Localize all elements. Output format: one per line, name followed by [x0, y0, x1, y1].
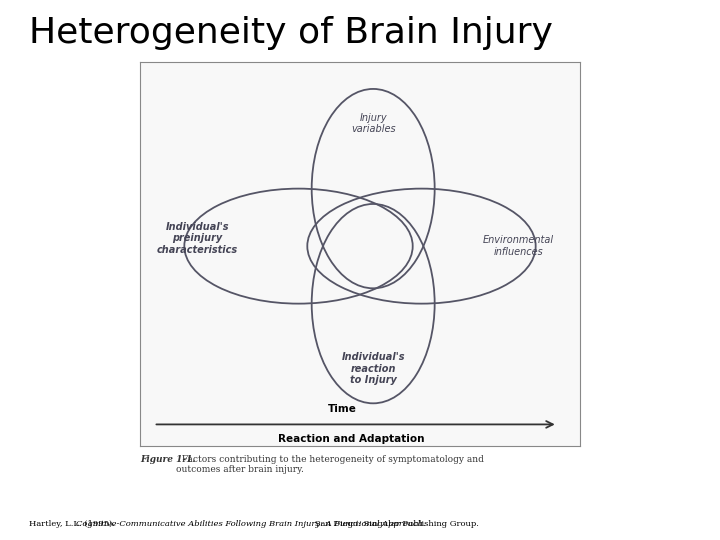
FancyArrowPatch shape — [156, 421, 553, 428]
Text: Environmental
influences: Environmental influences — [482, 235, 554, 257]
Text: Reaction and Adaptation: Reaction and Adaptation — [278, 434, 425, 443]
Text: Figure 1-1.: Figure 1-1. — [140, 455, 196, 464]
Text: Individual's
preinjury
characteristics: Individual's preinjury characteristics — [157, 222, 238, 255]
Text: Cognitive-Communicative Abilities Following Brain Injury: A Functional Approach.: Cognitive-Communicative Abilities Follow… — [76, 520, 426, 528]
Text: Individual's
reaction
to Injury: Individual's reaction to Injury — [341, 352, 405, 386]
Text: San Diego: Singular Publishing Group.: San Diego: Singular Publishing Group. — [312, 520, 479, 528]
Text: Factors contributing to the heterogeneity of symptomatology and
outcomes after b: Factors contributing to the heterogeneit… — [176, 455, 485, 474]
Text: Hartley, L.L. (1995).: Hartley, L.L. (1995). — [29, 520, 117, 528]
Text: Time: Time — [328, 404, 357, 414]
Text: Heterogeneity of Brain Injury: Heterogeneity of Brain Injury — [29, 16, 553, 50]
Text: Injury
variables: Injury variables — [351, 113, 395, 134]
